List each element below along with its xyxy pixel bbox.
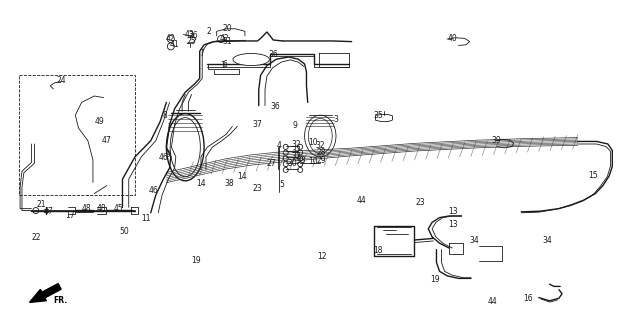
Text: 12: 12 bbox=[317, 252, 327, 261]
Text: 32: 32 bbox=[291, 140, 301, 149]
Text: 34: 34 bbox=[469, 236, 479, 245]
Text: 36: 36 bbox=[268, 50, 278, 59]
Text: 48: 48 bbox=[82, 204, 92, 212]
Text: 16: 16 bbox=[522, 294, 533, 303]
Text: 31: 31 bbox=[222, 37, 232, 46]
Text: 32: 32 bbox=[291, 152, 301, 161]
Text: 13: 13 bbox=[448, 207, 458, 216]
Text: 2: 2 bbox=[207, 27, 212, 36]
Text: FR.: FR. bbox=[53, 296, 67, 305]
Ellipse shape bbox=[233, 53, 269, 66]
Text: 42: 42 bbox=[166, 34, 176, 43]
Text: 6: 6 bbox=[222, 60, 227, 68]
Text: 24: 24 bbox=[57, 76, 67, 85]
Text: 23: 23 bbox=[252, 184, 263, 193]
Text: 8: 8 bbox=[162, 111, 167, 120]
Text: 50: 50 bbox=[119, 227, 129, 236]
Text: 9: 9 bbox=[293, 121, 298, 130]
Text: 23: 23 bbox=[416, 198, 426, 207]
FancyArrow shape bbox=[30, 284, 61, 302]
Text: 33: 33 bbox=[296, 156, 306, 164]
Text: 1: 1 bbox=[220, 61, 225, 70]
Text: 20: 20 bbox=[222, 24, 232, 33]
Text: 25: 25 bbox=[187, 37, 197, 46]
Text: 35: 35 bbox=[373, 111, 383, 120]
Text: 21: 21 bbox=[36, 200, 46, 209]
Text: 44: 44 bbox=[488, 297, 498, 306]
Text: 32: 32 bbox=[315, 141, 325, 150]
Bar bbox=[19, 75, 135, 195]
Text: 38: 38 bbox=[224, 179, 234, 188]
Text: 44: 44 bbox=[356, 196, 366, 205]
Text: 49: 49 bbox=[94, 117, 104, 126]
Text: 46: 46 bbox=[149, 186, 159, 195]
Text: 18: 18 bbox=[373, 246, 383, 255]
Text: 11: 11 bbox=[141, 214, 151, 223]
Text: 48: 48 bbox=[97, 204, 107, 212]
Text: 30: 30 bbox=[287, 159, 297, 168]
Text: 28: 28 bbox=[317, 148, 327, 157]
Text: 39: 39 bbox=[491, 136, 501, 145]
Text: 10: 10 bbox=[308, 138, 318, 147]
Text: 29: 29 bbox=[317, 156, 327, 164]
Text: 13: 13 bbox=[448, 220, 458, 229]
Text: 14: 14 bbox=[237, 172, 247, 181]
Text: 32: 32 bbox=[291, 146, 301, 155]
Text: 47: 47 bbox=[44, 207, 54, 216]
Text: 10: 10 bbox=[308, 157, 318, 166]
Ellipse shape bbox=[166, 114, 204, 181]
Text: 41: 41 bbox=[170, 40, 180, 49]
Text: 3: 3 bbox=[333, 115, 338, 124]
Text: 7: 7 bbox=[200, 49, 205, 58]
Text: 27: 27 bbox=[266, 159, 276, 168]
Text: 19: 19 bbox=[430, 275, 440, 284]
Text: 37: 37 bbox=[252, 120, 263, 129]
Text: 40: 40 bbox=[447, 34, 457, 43]
Text: 9: 9 bbox=[166, 150, 171, 159]
Text: 5: 5 bbox=[279, 180, 284, 189]
Text: 4: 4 bbox=[277, 141, 282, 150]
Text: 47: 47 bbox=[102, 136, 112, 145]
Text: 17: 17 bbox=[65, 211, 75, 220]
Text: 26: 26 bbox=[188, 31, 198, 40]
Text: 45: 45 bbox=[113, 204, 123, 212]
Text: 46: 46 bbox=[158, 153, 168, 162]
Text: 22: 22 bbox=[31, 233, 41, 242]
Text: 14: 14 bbox=[196, 179, 206, 188]
Text: 34: 34 bbox=[543, 236, 553, 245]
Text: 36: 36 bbox=[270, 102, 280, 111]
Text: 15: 15 bbox=[588, 171, 598, 180]
Text: 42: 42 bbox=[219, 34, 229, 43]
Text: 43: 43 bbox=[184, 30, 194, 39]
Ellipse shape bbox=[305, 115, 336, 157]
Text: 19: 19 bbox=[191, 256, 201, 265]
